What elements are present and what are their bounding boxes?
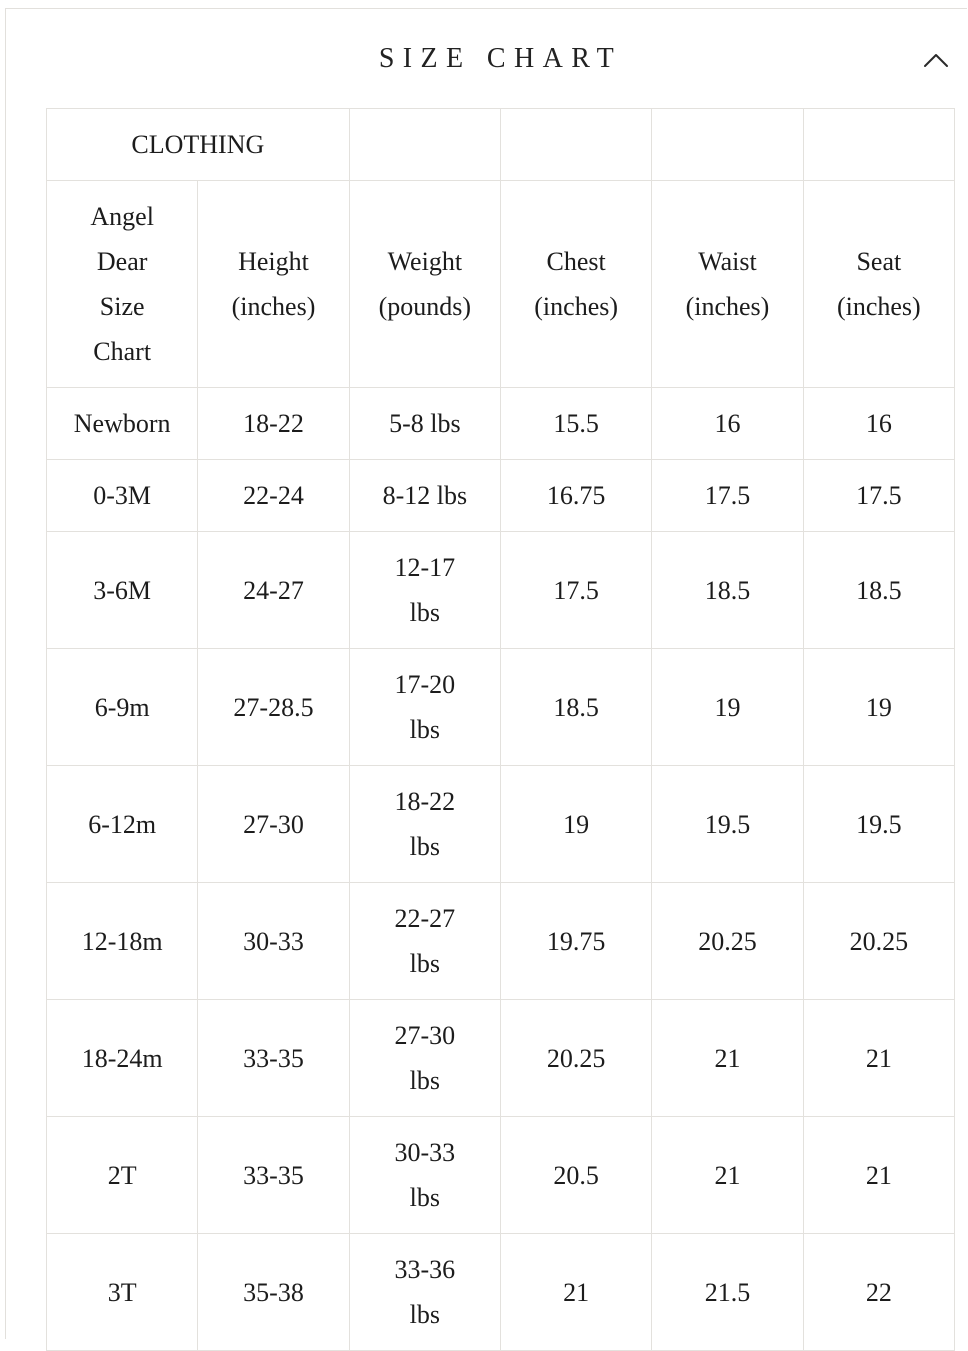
value-cell: 17.5 — [499, 531, 653, 649]
value-cell: 27-28.5 — [197, 648, 350, 766]
value-cell: 18-22 — [197, 387, 350, 460]
table-row: 6-9m 27-28.5 17-20 lbs 18.5 19 19 — [45, 648, 956, 766]
value-cell: 33-35 — [197, 1116, 350, 1234]
value-cell: 22-27 lbs — [348, 882, 501, 1000]
size-label-cell: Newborn — [45, 387, 199, 460]
value-cell: 20.5 — [499, 1116, 653, 1234]
value-cell: 27-30 lbs — [348, 999, 501, 1117]
column-header-cell: Chest (inches) — [499, 180, 653, 388]
value-cell: 24-27 — [197, 531, 350, 649]
size-chart-table: CLOTHING Angel Dear Size Chart Height (inc… — [45, 108, 956, 1351]
collapse-accordion-button[interactable] — [919, 47, 953, 77]
empty-cell — [802, 108, 956, 181]
value-cell: 20.25 — [802, 882, 956, 1000]
column-header-cell: Height (inches) — [197, 180, 350, 388]
value-cell: 18.5 — [499, 648, 653, 766]
value-cell: 21 — [802, 1116, 956, 1234]
value-cell: 15.5 — [499, 387, 653, 460]
table-header-row: Angel Dear Size Chart Height (inches) Weig… — [45, 180, 956, 388]
value-cell: 20.25 — [651, 882, 804, 1000]
empty-cell — [651, 108, 804, 181]
clothing-section-row: CLOTHING — [46, 108, 956, 181]
table-row: 3-6M 24-27 12-17 lbs 17.5 18.5 18.5 — [45, 531, 956, 649]
value-cell: 20.25 — [499, 999, 653, 1117]
table-row: 3T 35-38 33-36 lbs 21 21.5 22 — [45, 1233, 956, 1351]
empty-cell — [348, 108, 501, 181]
table-row: 2T 33-35 30-33 lbs 20.5 21 21 — [45, 1116, 956, 1234]
size-label-cell: 18-24m — [45, 999, 199, 1117]
value-cell: 19.5 — [802, 765, 956, 883]
column-header-cell: Waist (inches) — [651, 180, 804, 388]
value-cell: 21 — [651, 1116, 804, 1234]
value-cell: 33-36 lbs — [348, 1233, 501, 1351]
value-cell: 16.75 — [499, 459, 653, 532]
size-label-cell: 6-9m — [45, 648, 199, 766]
value-cell: 16 — [802, 387, 956, 460]
value-cell: 19.5 — [651, 765, 804, 883]
value-cell: 16 — [651, 387, 804, 460]
table-row: 12-18m 30-33 22-27 lbs 19.75 20.25 20.25 — [45, 882, 956, 1000]
value-cell: 30-33 lbs — [348, 1116, 501, 1234]
value-cell: 35-38 — [197, 1233, 350, 1351]
table-row: 0-3M 22-24 8-12 lbs 16.75 17.5 17.5 — [45, 459, 956, 532]
value-cell: 17.5 — [651, 459, 804, 532]
size-chart-panel: SIZE CHART CLOTHING Angel Dear Size Chart… — [5, 8, 967, 1351]
column-header-cell: Weight (pounds) — [348, 180, 501, 388]
value-cell: 21 — [802, 999, 956, 1117]
size-label-cell: 0-3M — [45, 459, 199, 532]
size-label-cell: 12-18m — [45, 882, 199, 1000]
table-row: Newborn 18-22 5-8 lbs 15.5 16 16 — [45, 387, 956, 460]
value-cell: 19 — [499, 765, 653, 883]
value-cell: 18-22 lbs — [348, 765, 501, 883]
value-cell: 18.5 — [802, 531, 956, 649]
chevron-up-icon — [922, 53, 950, 73]
size-chart-title: SIZE CHART — [378, 43, 623, 74]
column-header-cell: Seat (inches) — [802, 180, 956, 388]
value-cell: 17.5 — [802, 459, 956, 532]
value-cell: 27-30 — [197, 765, 350, 883]
value-cell: 17-20 lbs — [348, 648, 501, 766]
value-cell: 5-8 lbs — [348, 387, 501, 460]
size-label-cell: 2T — [45, 1116, 199, 1234]
value-cell: 19 — [802, 648, 956, 766]
value-cell: 18.5 — [651, 531, 804, 649]
value-cell: 22-24 — [197, 459, 350, 532]
value-cell: 22 — [802, 1233, 956, 1351]
value-cell: 12-17 lbs — [348, 531, 501, 649]
size-chart-accordion-header[interactable]: SIZE CHART — [46, 9, 955, 108]
table-row: 18-24m 33-35 27-30 lbs 20.25 21 21 — [45, 999, 956, 1117]
empty-cell — [499, 108, 653, 181]
table-row: 6-12m 27-30 18-22 lbs 19 19.5 19.5 — [45, 765, 956, 883]
value-cell: 19 — [651, 648, 804, 766]
value-cell: 30-33 — [197, 882, 350, 1000]
value-cell: 19.75 — [499, 882, 653, 1000]
value-cell: 33-35 — [197, 999, 350, 1117]
value-cell: 21 — [651, 999, 804, 1117]
column-header-cell: Angel Dear Size Chart — [45, 180, 199, 388]
clothing-section-label: CLOTHING — [46, 108, 350, 181]
value-cell: 21 — [499, 1233, 653, 1351]
value-cell: 8-12 lbs — [348, 459, 501, 532]
size-label-cell: 6-12m — [45, 765, 199, 883]
size-label-cell: 3-6M — [45, 531, 199, 649]
size-label-cell: 3T — [45, 1233, 199, 1351]
value-cell: 21.5 — [651, 1233, 804, 1351]
